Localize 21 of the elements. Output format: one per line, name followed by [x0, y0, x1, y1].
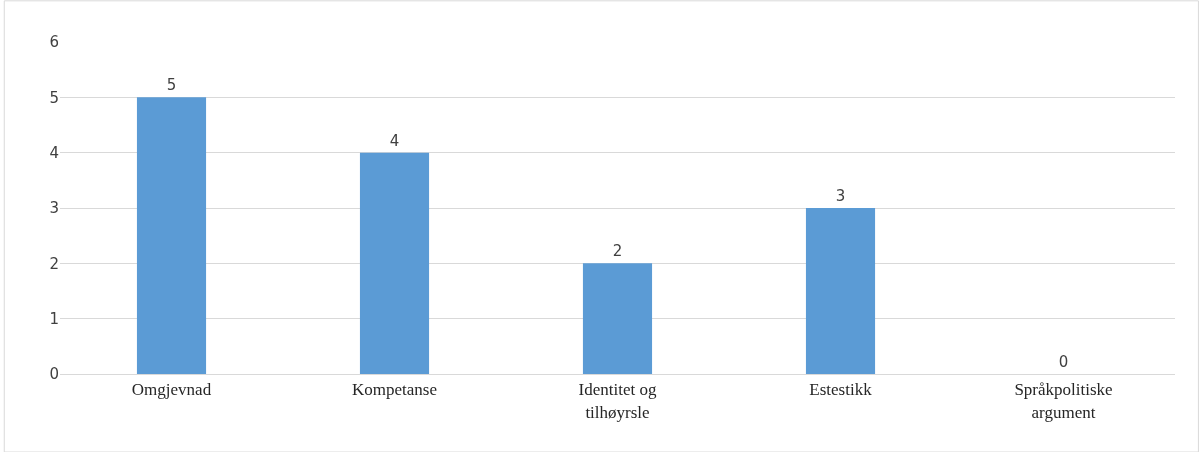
data-label: 0: [1058, 353, 1069, 371]
y-tick-label: 6: [49, 33, 59, 52]
y-tick-label: 3: [49, 199, 59, 218]
data-label: 5: [166, 76, 177, 95]
bar: [582, 263, 653, 374]
x-tick-label: Estestikk: [809, 380, 873, 400]
x-tick-label: Språkpolitiske argument: [1014, 380, 1113, 422]
data-label: 4: [389, 131, 400, 150]
y-tick-label: 0: [49, 365, 59, 384]
y-tick-label: 1: [49, 309, 59, 328]
y-tick-label: 5: [49, 88, 59, 107]
data-label: 3: [835, 187, 846, 205]
x-tick-label: Identitet og tilhøyrsle: [578, 380, 657, 422]
bar: [805, 208, 876, 374]
data-label: 2: [612, 242, 623, 261]
bar: [136, 97, 207, 374]
y-tick-label: 4: [49, 143, 59, 162]
bar: [359, 152, 430, 374]
y-tick-label: 2: [49, 254, 59, 273]
x-tick-label: Kompetanse: [352, 380, 437, 400]
x-tick-label: Omgjevnad: [131, 380, 212, 400]
